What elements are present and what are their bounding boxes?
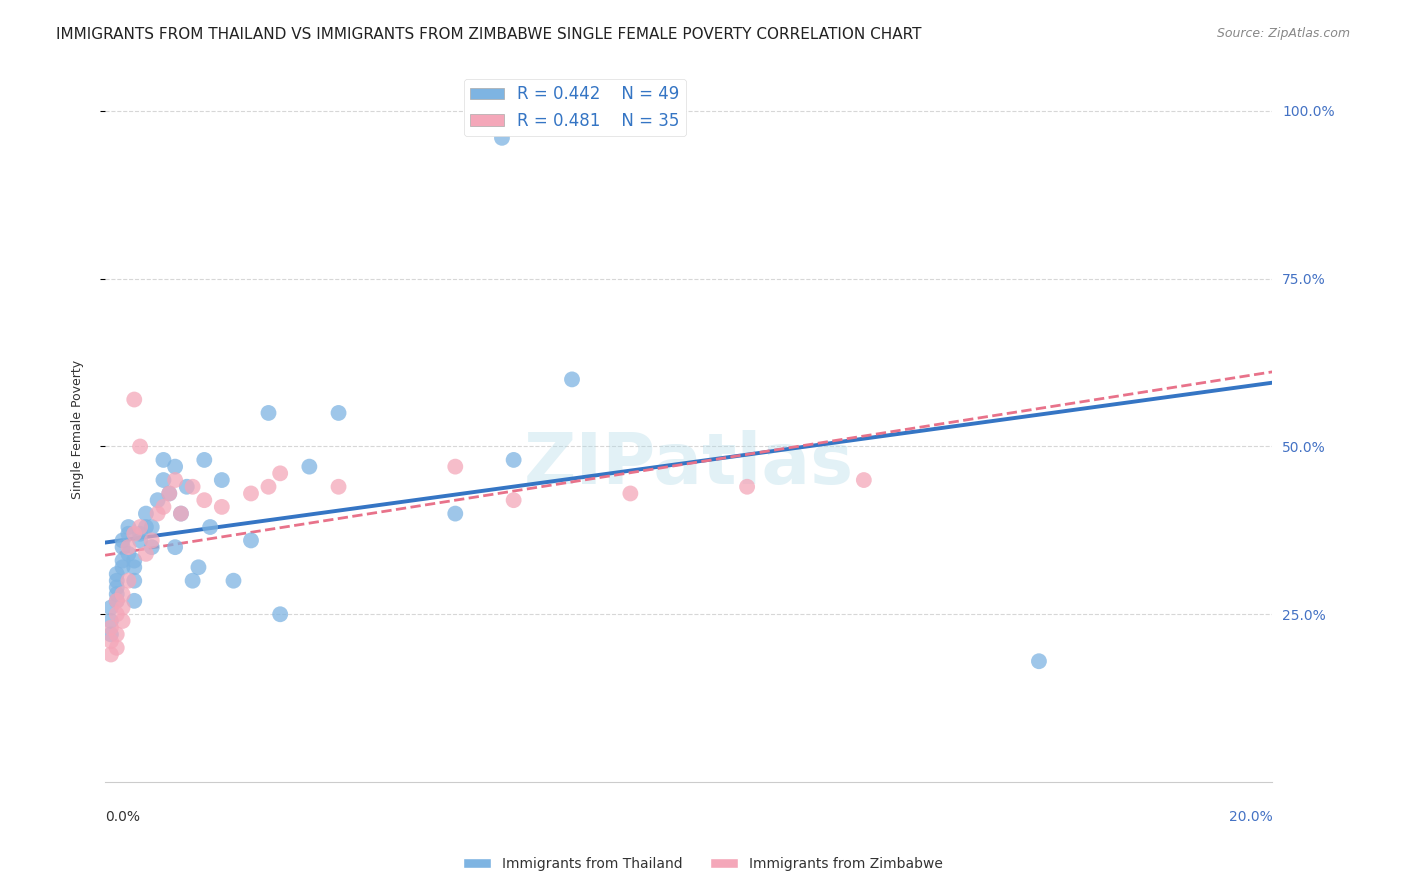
Point xyxy=(141,540,163,554)
Point xyxy=(100,621,122,635)
Point xyxy=(328,480,350,494)
Point xyxy=(328,406,350,420)
Legend: Immigrants from Thailand, Immigrants from Zimbabwe: Immigrants from Thailand, Immigrants fro… xyxy=(457,851,949,876)
Point xyxy=(257,406,280,420)
Point xyxy=(100,614,122,628)
Point xyxy=(141,520,163,534)
Point xyxy=(100,648,122,662)
Point xyxy=(111,533,134,548)
Point xyxy=(198,520,221,534)
Point xyxy=(122,392,145,407)
Point xyxy=(111,600,134,615)
Point xyxy=(735,480,758,494)
Text: ZIPatlas: ZIPatlas xyxy=(523,431,853,500)
Point xyxy=(135,520,157,534)
Point xyxy=(117,540,139,554)
Point xyxy=(129,526,152,541)
Point xyxy=(170,507,193,521)
Point xyxy=(152,473,174,487)
Point xyxy=(117,520,139,534)
Legend: R = 0.442    N = 49, R = 0.481    N = 35: R = 0.442 N = 49, R = 0.481 N = 35 xyxy=(464,78,686,136)
Point xyxy=(619,486,641,500)
Point xyxy=(117,547,139,561)
Point xyxy=(146,507,169,521)
Point xyxy=(211,500,233,514)
Point xyxy=(193,493,215,508)
Point xyxy=(122,574,145,588)
Point xyxy=(111,560,134,574)
Point xyxy=(129,533,152,548)
Point xyxy=(105,587,128,601)
Point xyxy=(1028,654,1050,668)
Point xyxy=(852,473,875,487)
Point xyxy=(165,540,187,554)
Point xyxy=(100,600,122,615)
Point xyxy=(257,480,280,494)
Point xyxy=(269,607,291,622)
Y-axis label: Single Female Poverty: Single Female Poverty xyxy=(72,360,84,500)
Point xyxy=(105,581,128,595)
Point xyxy=(502,493,524,508)
Point xyxy=(117,574,139,588)
Point xyxy=(122,526,145,541)
Point xyxy=(100,634,122,648)
Text: IMMIGRANTS FROM THAILAND VS IMMIGRANTS FROM ZIMBABWE SINGLE FEMALE POVERTY CORRE: IMMIGRANTS FROM THAILAND VS IMMIGRANTS F… xyxy=(56,27,922,42)
Point xyxy=(152,453,174,467)
Point xyxy=(181,574,204,588)
Point xyxy=(135,547,157,561)
Point xyxy=(122,594,145,608)
Point xyxy=(165,473,187,487)
Point xyxy=(240,533,263,548)
Point xyxy=(111,553,134,567)
Point xyxy=(176,480,198,494)
Point xyxy=(157,486,180,500)
Point xyxy=(122,560,145,574)
Point xyxy=(269,467,291,481)
Point xyxy=(135,507,157,521)
Point xyxy=(105,594,128,608)
Point xyxy=(193,453,215,467)
Point xyxy=(129,440,152,454)
Point xyxy=(491,131,513,145)
Point xyxy=(146,493,169,508)
Point xyxy=(105,627,128,641)
Point xyxy=(141,533,163,548)
Point xyxy=(105,594,128,608)
Point xyxy=(111,587,134,601)
Point xyxy=(444,507,467,521)
Point xyxy=(111,614,134,628)
Point xyxy=(181,480,204,494)
Point xyxy=(157,486,180,500)
Point xyxy=(105,566,128,581)
Point xyxy=(444,459,467,474)
Point xyxy=(111,540,134,554)
Point xyxy=(502,453,524,467)
Point xyxy=(117,526,139,541)
Point xyxy=(211,473,233,487)
Point xyxy=(561,372,583,386)
Point xyxy=(222,574,245,588)
Point xyxy=(100,627,122,641)
Point xyxy=(165,459,187,474)
Text: Source: ZipAtlas.com: Source: ZipAtlas.com xyxy=(1216,27,1350,40)
Point xyxy=(152,500,174,514)
Point xyxy=(105,607,128,622)
Point xyxy=(298,459,321,474)
Point xyxy=(129,520,152,534)
Point xyxy=(187,560,209,574)
Point xyxy=(105,574,128,588)
Point xyxy=(105,640,128,655)
Text: 20.0%: 20.0% xyxy=(1229,810,1272,824)
Text: 0.0%: 0.0% xyxy=(105,810,141,824)
Point xyxy=(240,486,263,500)
Point xyxy=(170,507,193,521)
Point xyxy=(122,553,145,567)
